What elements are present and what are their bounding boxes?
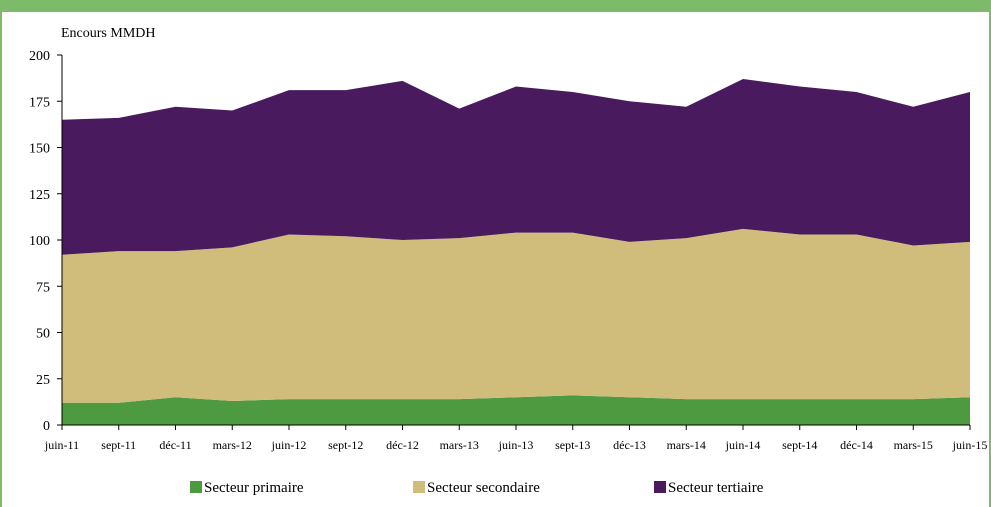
y-tick-label: 75 [36, 280, 50, 295]
x-ticks: juin-11 sept-11 déc-11 mars-12 juin-12 sept-1… [44, 425, 987, 452]
area-secteur-secondaire [62, 228, 970, 403]
x-tick-label: mars-14 [667, 438, 706, 452]
y-axis-label: Encours MMDH [61, 26, 156, 41]
y-tick-label: 175 [29, 95, 50, 110]
y-tick-label: 150 [29, 142, 50, 157]
legend: Secteur primaire Secteur secondaire Secteu… [190, 480, 764, 496]
x-tick-label: sept-12 [328, 438, 363, 452]
x-tick-label: déc-13 [613, 438, 646, 452]
x-tick-label: mars-15 [894, 438, 933, 452]
y-tick-label: 100 [29, 234, 50, 249]
x-tick-label: juin-11 [44, 438, 79, 452]
y-tick-label: 25 [36, 373, 50, 388]
x-tick-label: juin-15 [952, 438, 988, 452]
y-tick-label: 200 [29, 49, 50, 64]
legend-item-secteur-primaire: Secteur primaire [190, 480, 304, 496]
x-tick-label: déc-11 [159, 438, 191, 452]
legend-swatch [654, 481, 666, 493]
x-tick-label: sept-13 [555, 438, 590, 452]
x-tick-label: déc-14 [840, 438, 873, 452]
x-tick-label: juin-13 [498, 438, 534, 452]
area-secteur-primaire [62, 395, 970, 425]
area-layers [62, 79, 970, 425]
y-tick-label: 125 [29, 188, 50, 203]
y-ticks: 0 25 50 75 100 125 150 175 200 [29, 49, 62, 434]
x-tick-label: sept-14 [782, 438, 817, 452]
x-tick-label: déc-12 [386, 438, 419, 452]
area-secteur-tertiaire [62, 79, 970, 255]
y-tick-label: 50 [36, 327, 50, 342]
x-tick-label: juin-14 [725, 438, 761, 452]
y-tick-label: 0 [43, 419, 50, 434]
header-bar [0, 0, 991, 12]
legend-swatch [190, 481, 202, 493]
legend-item-secteur-tertiaire: Secteur tertiaire [654, 480, 764, 496]
legend-label: Secteur secondaire [427, 480, 540, 496]
legend-item-secteur-secondaire: Secteur secondaire [413, 480, 540, 496]
x-tick-label: sept-11 [101, 438, 136, 452]
x-tick-label: mars-12 [213, 438, 252, 452]
legend-label: Secteur tertiaire [668, 480, 764, 496]
x-tick-label: mars-13 [440, 438, 479, 452]
legend-swatch [413, 481, 425, 493]
x-tick-label: juin-12 [271, 438, 307, 452]
legend-label: Secteur primaire [204, 480, 304, 496]
